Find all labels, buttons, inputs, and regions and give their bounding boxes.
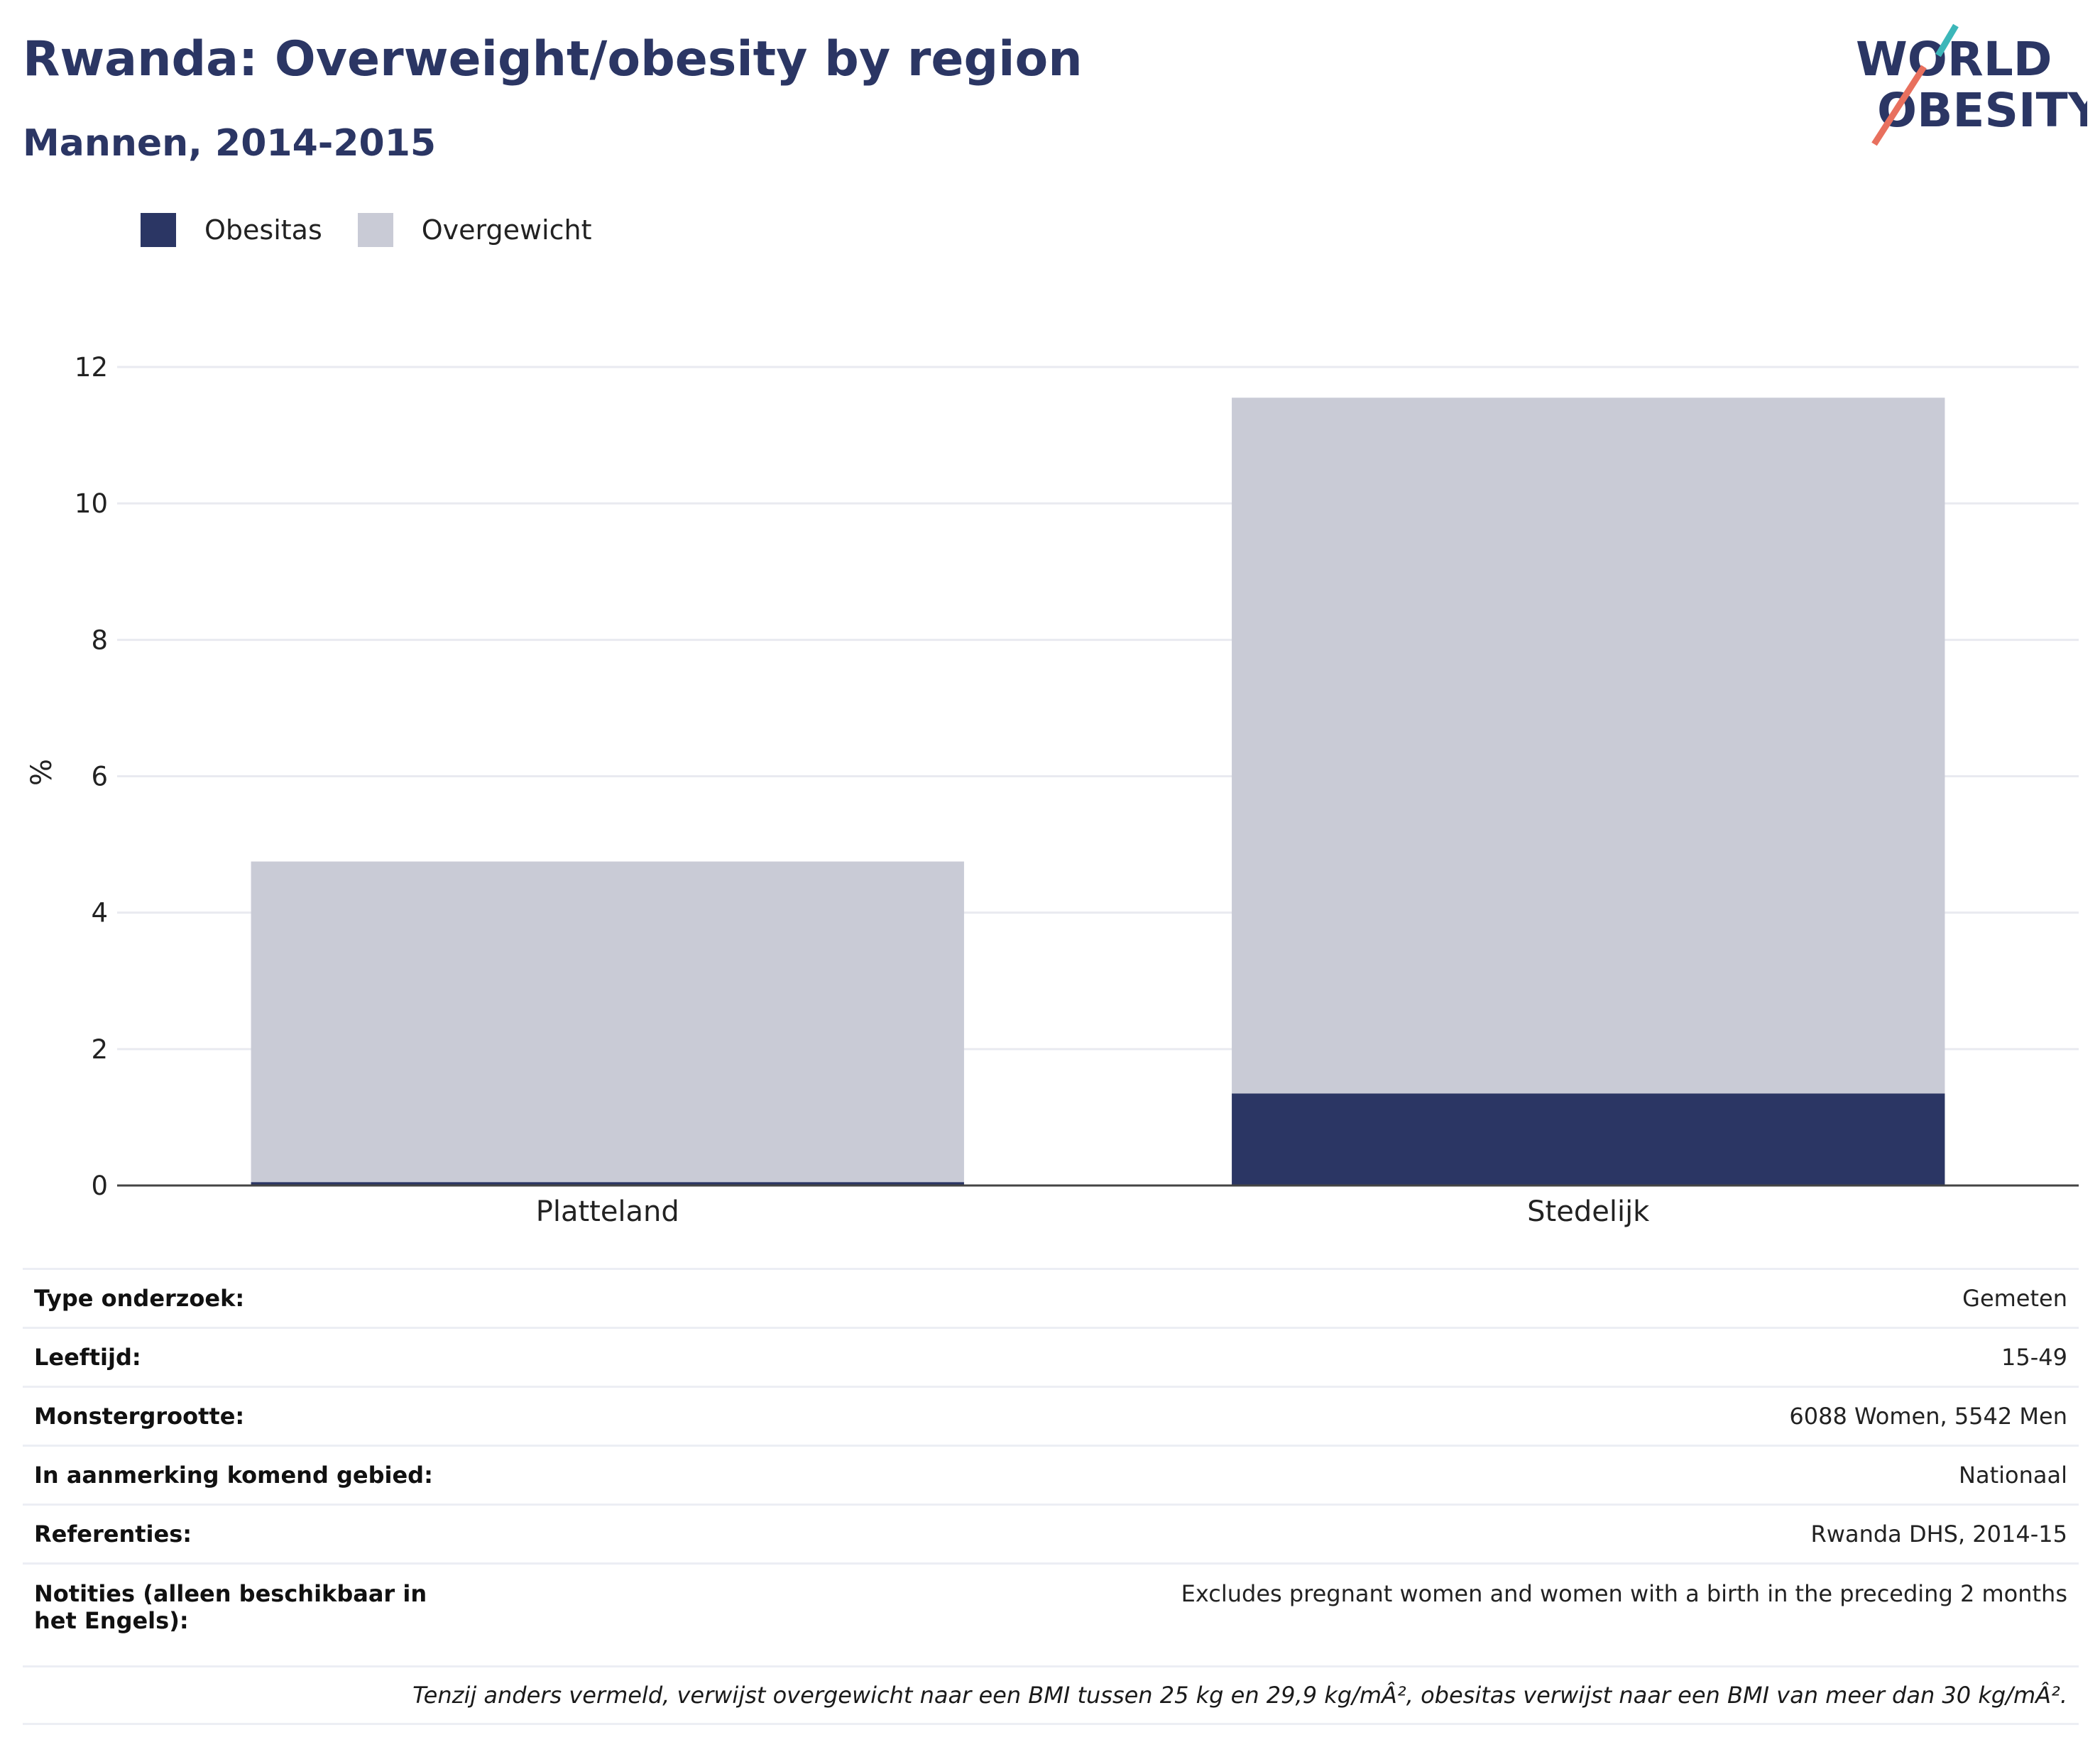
info-key: Referenties: bbox=[23, 1504, 471, 1564]
y-tick-label-0: 0 bbox=[91, 1171, 108, 1201]
info-key: In aanmerking komend gebied: bbox=[23, 1445, 471, 1505]
info-row-area: In aanmerking komend gebied: Nationaal bbox=[23, 1445, 2079, 1505]
bar-obesitas-stedelijk bbox=[1232, 1093, 1945, 1185]
y-tick-label-10: 10 bbox=[75, 488, 108, 519]
legend-item-obesitas[interactable]: Obesitas bbox=[141, 213, 322, 247]
info-row-age: Leeftijd: 15-49 bbox=[23, 1327, 2079, 1387]
legend-label-obesitas: Obesitas bbox=[204, 214, 322, 246]
y-tick-label-6: 6 bbox=[91, 762, 108, 792]
bmi-footnote: Tenzij anders vermeld, verwijst overgewi… bbox=[23, 1665, 2079, 1725]
bar-obesitas-platteland bbox=[251, 1182, 964, 1185]
info-row-sample: Monstergrootte: 6088 Women, 5542 Men bbox=[23, 1386, 2079, 1446]
info-value: 15-49 bbox=[471, 1327, 2079, 1387]
page-subtitle: Mannen, 2014-2015 bbox=[23, 122, 437, 165]
legend-label-overgewicht: Overgewicht bbox=[421, 214, 592, 246]
bar-overgewicht-stedelijk bbox=[1232, 398, 1945, 1094]
x-tick-label-platteland: Platteland bbox=[536, 1195, 679, 1228]
legend-swatch-overgewicht bbox=[357, 213, 393, 247]
y-axis-label: % bbox=[26, 759, 58, 786]
info-value: Nationaal bbox=[471, 1445, 2079, 1505]
info-footnote-row: Tenzij anders vermeld, verwijst overgewi… bbox=[23, 1665, 2079, 1725]
y-tick-label-4: 4 bbox=[91, 898, 108, 929]
legend-swatch-obesitas bbox=[141, 213, 176, 247]
world-obesity-logo: WORLD OBESITY bbox=[1856, 23, 2087, 146]
legend-item-overgewicht[interactable]: Overgewicht bbox=[357, 213, 592, 247]
info-key: Monstergrootte: bbox=[23, 1386, 471, 1446]
survey-info-table: Type onderzoek: Gemeten Leeftijd: 15-49 … bbox=[23, 1268, 2079, 1725]
y-tick-label-12: 12 bbox=[75, 352, 108, 383]
logo-coral-slash bbox=[1871, 65, 1927, 146]
info-value: Gemeten bbox=[471, 1268, 2079, 1328]
bar-overgewicht-platteland bbox=[251, 861, 964, 1183]
info-row-notes: Notities (alleen beschikbaar in het Enge… bbox=[23, 1562, 2079, 1667]
chart-legend: Obesitas Overgewicht bbox=[141, 210, 628, 250]
info-key: Type onderzoek: bbox=[23, 1268, 471, 1328]
logo-line1: WORLD bbox=[1856, 32, 2052, 87]
y-tick-label-2: 2 bbox=[91, 1034, 108, 1065]
x-tick-label-stedelijk: Stedelijk bbox=[1527, 1195, 1650, 1228]
logo-teal-slash bbox=[1935, 23, 1959, 57]
info-value: Rwanda DHS, 2014-15 bbox=[471, 1504, 2079, 1564]
info-value: 6088 Women, 5542 Men bbox=[471, 1386, 2079, 1446]
info-row-references: Referenties: Rwanda DHS, 2014-15 bbox=[23, 1504, 2079, 1564]
y-tick-label-8: 8 bbox=[91, 625, 108, 655]
logo-line2: OBESITY bbox=[1877, 83, 2087, 138]
info-row-type: Type onderzoek: Gemeten bbox=[23, 1268, 2079, 1328]
info-value: Excludes pregnant women and women with a… bbox=[471, 1562, 2079, 1667]
info-key: Leeftijd: bbox=[23, 1327, 471, 1387]
bar-chart: 0 2 4 6 8 10 12% Platteland Stedelijk bbox=[26, 352, 2079, 1228]
page-title: Rwanda: Overweight/obesity by region bbox=[23, 31, 1083, 87]
info-key: Notities (alleen beschikbaar in het Enge… bbox=[23, 1562, 471, 1667]
